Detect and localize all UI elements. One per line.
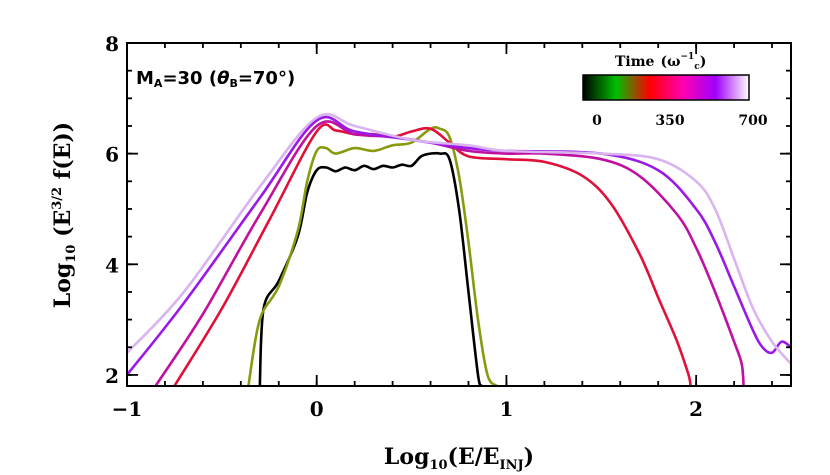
x-tick-label-1: 0 (310, 397, 324, 421)
series-line-t2 (247, 126, 499, 386)
series-line-t3 (173, 123, 692, 386)
plot-frame (126, 42, 792, 387)
chart-annotation: MA=30 (θB=70°) (136, 68, 295, 90)
y-axis-title: Log10 (E3/2 f(E)) (50, 122, 79, 308)
series-line-t6 (127, 112, 791, 366)
colorbar: Time (ω−1c) 0 350 700 (582, 52, 768, 129)
colorbar-gradient (582, 74, 750, 101)
colorbar-tick-350: 350 (655, 113, 684, 129)
x-tick-label-3: 2 (689, 397, 703, 421)
series-line-t1 (258, 151, 484, 386)
series-line-t5 (127, 115, 791, 377)
x-tick-label-0: −1 (112, 397, 143, 421)
colorbar-title: Time (ω−1c) (615, 52, 706, 72)
series-layer (127, 112, 791, 386)
x-axis-title: Log10(E/EINJ) (384, 444, 534, 473)
y-tick-label-0: 2 (105, 364, 119, 388)
series-line-t4 (154, 120, 745, 386)
y-tick-label-1: 4 (105, 253, 119, 277)
y-tick-label-3: 8 (105, 32, 119, 56)
tick-layer: −1 0 1 2 2 4 6 8 (105, 32, 791, 421)
y-tick-label-2: 6 (105, 143, 119, 167)
x-tick-label-2: 1 (499, 397, 513, 421)
colorbar-tick-700: 700 (738, 113, 767, 129)
colorbar-tick-0: 0 (592, 113, 602, 129)
